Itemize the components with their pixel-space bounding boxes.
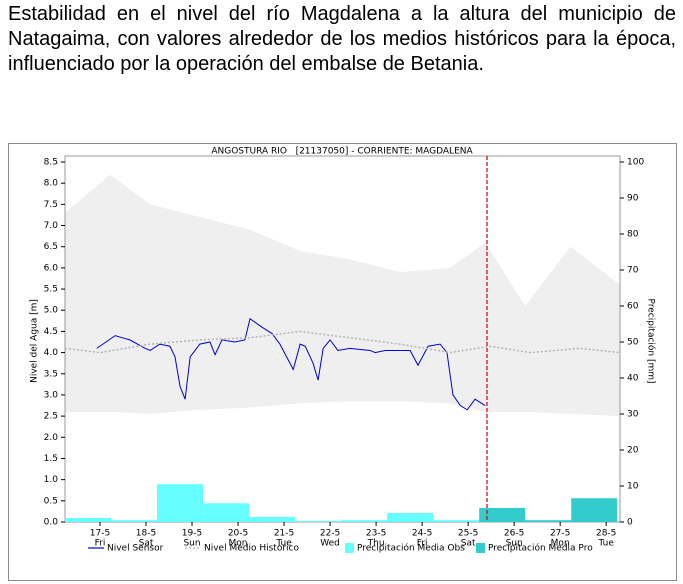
y-tick-label: 6.0 (44, 263, 59, 273)
precip-bar (571, 498, 618, 522)
precip-bar (295, 520, 342, 522)
legend-label: Nivel Medio Historico (204, 544, 299, 554)
y2-tick-label: 30 (627, 410, 639, 420)
y-tick-label: 3.5 (44, 369, 58, 379)
precip-bar (479, 507, 526, 522)
y-tick-label: 1.5 (44, 454, 58, 464)
x-tick-label: 20-5 (228, 529, 248, 539)
x-tick-label: 28-5 (596, 529, 616, 539)
x-tick-label: 19-5 (182, 529, 202, 539)
y-tick-label: 2.5 (44, 412, 58, 422)
y-tick-label: 0.0 (44, 518, 59, 528)
y-tick-label: 7.0 (44, 221, 59, 231)
legend-label: Precipitación Media Obs (357, 543, 465, 554)
y-tick-label: 4.5 (44, 327, 58, 337)
x-tick-day: Sun (506, 539, 523, 549)
legend-swatch (476, 543, 485, 553)
y2-tick-label: 100 (627, 158, 644, 168)
precip-bar (387, 513, 434, 522)
x-tick-day: Wed (320, 539, 340, 549)
y-tick-label: 8.0 (44, 179, 59, 189)
precip-bar (341, 520, 388, 522)
y-tick-label: 0.5 (44, 496, 58, 506)
precip-bar (111, 520, 158, 522)
level-line (96, 317, 486, 411)
y2-tick-label: 90 (627, 194, 639, 204)
y-tick-label: 8.5 (44, 158, 58, 168)
x-tick-label: 23-5 (366, 529, 386, 539)
y2-tick-label: 70 (627, 266, 639, 276)
y2-tick-label: 50 (627, 338, 639, 348)
y2-tick-label: 80 (627, 230, 639, 240)
y-tick-label: 7.5 (44, 200, 58, 210)
y-tick-label: 2.0 (44, 433, 59, 443)
x-tick-day: Sat (461, 539, 476, 549)
y-tick-label: 1.0 (44, 475, 59, 485)
legend-label: Nivel Sensor (107, 544, 164, 554)
y2-tick-label: 60 (627, 302, 639, 312)
precip-bar (157, 484, 204, 522)
x-tick-label: 18-5 (136, 529, 156, 539)
y-tick-label: 5.5 (44, 285, 58, 295)
y2-tick-label: 20 (627, 446, 639, 456)
x-tick-day: Fri (95, 539, 106, 549)
x-tick-day: Tue (275, 539, 292, 549)
y2-tick-label: 0 (627, 518, 633, 528)
legend-label: Precipitación Media Pro (488, 543, 593, 554)
x-tick-day: Sun (183, 539, 200, 549)
x-tick-day: Mon (229, 539, 248, 549)
historic-range (65, 174, 620, 417)
y-tick-label: 5.0 (44, 306, 59, 316)
y2-tick-label: 40 (627, 374, 639, 384)
x-tick-day: Sat (139, 539, 154, 549)
x-tick-label: 22-5 (320, 529, 340, 539)
x-tick-label: 26-5 (504, 529, 524, 539)
x-tick-label: 27-5 (550, 529, 570, 539)
legend-swatch (345, 543, 354, 553)
x-tick-label: 21-5 (274, 529, 294, 539)
y2-tick-label: 10 (627, 482, 639, 492)
chart-title: ANGOSTURA RIO [21137050] - CORRIENTE: MA… (211, 147, 473, 157)
y2-axis-label: Precipitación [mm] (646, 298, 657, 383)
description: Estabilidad en el nivel del río Magdalen… (8, 3, 676, 75)
level-line (64, 330, 621, 354)
x-tick-label: 24-5 (412, 529, 432, 539)
precip-bar (433, 520, 480, 522)
x-tick-day: Tue (598, 539, 615, 549)
x-tick-label: 25-5 (458, 529, 478, 539)
precip-bar (203, 503, 250, 522)
x-tick-day: Fri (417, 539, 428, 549)
y-tick-label: 3.0 (44, 390, 59, 400)
y-tick-label: 4.0 (44, 348, 59, 358)
x-tick-day: Thu (367, 539, 385, 549)
x-tick-day: Mon (551, 539, 570, 549)
x-tick-label: 17-5 (90, 529, 110, 539)
precip-bar (65, 518, 112, 522)
y-tick-label: 6.5 (44, 242, 58, 252)
precip-bar (525, 520, 572, 522)
y-axis-label: Nivel del Agua [m] (30, 299, 40, 383)
precip-bar (249, 516, 296, 522)
